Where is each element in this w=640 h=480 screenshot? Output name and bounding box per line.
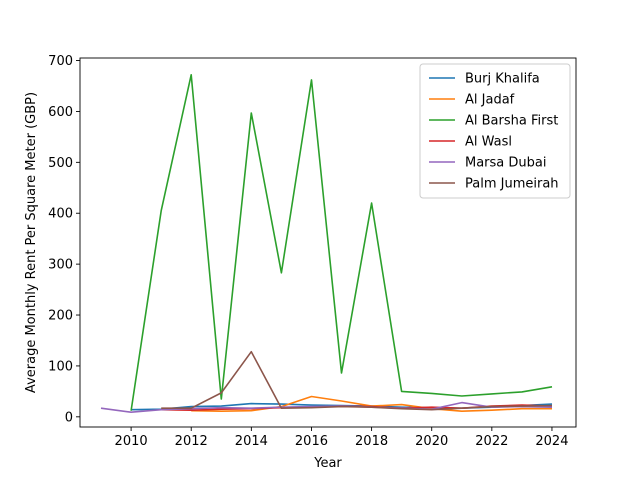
x-tick-label-7: 2024 xyxy=(535,434,568,449)
y-tick-label-3: 300 xyxy=(48,258,73,273)
x-axis-ticks: 2010 2012 2014 2016 2018 2020 2022 2024 xyxy=(115,427,568,449)
legend: Burj Khalifa Al Jadaf Al Barsha First Al Wa… xyxy=(419,63,571,199)
y-tick-label-6: 600 xyxy=(48,105,73,120)
y-tick-label-7: 700 xyxy=(48,54,73,69)
x-tick-label-4: 2018 xyxy=(355,434,388,449)
legend-label-5: Palm Jumeirah xyxy=(465,177,559,192)
plot-frame xyxy=(79,57,577,428)
x-axis-label: Year xyxy=(313,456,342,471)
legend-label-3: Al Wasl xyxy=(465,135,512,150)
x-tick-label-1: 2012 xyxy=(175,434,208,449)
legend-label-4: Marsa Dubai xyxy=(465,156,546,171)
y-tick-label-0: 0 xyxy=(65,410,73,425)
legend-box xyxy=(419,63,571,199)
y-tick-label-2: 200 xyxy=(48,309,73,324)
series-lines xyxy=(100,74,553,414)
x-tick-label-3: 2016 xyxy=(295,434,328,449)
series-line-2 xyxy=(130,74,553,411)
y-axis-label: Average Monthly Rent Per Square Meter (G… xyxy=(24,92,39,393)
x-tick-label-2: 2014 xyxy=(235,434,268,449)
x-tick-label-6: 2022 xyxy=(475,434,508,449)
legend-label-0: Burj Khalifa xyxy=(465,72,540,87)
x-tick-label-0: 2010 xyxy=(115,434,148,449)
x-tick-label-5: 2020 xyxy=(415,434,448,449)
y-tick-label-1: 100 xyxy=(48,359,73,374)
y-tick-label-5: 500 xyxy=(48,156,73,171)
y-axis-ticks: 0 100 200 300 400 500 600 700 xyxy=(48,54,80,425)
legend-label-2: Al Barsha First xyxy=(465,114,558,129)
legend-label-1: Al Jadaf xyxy=(465,93,515,108)
y-tick-label-4: 400 xyxy=(48,207,73,222)
series-line-5 xyxy=(161,350,553,411)
